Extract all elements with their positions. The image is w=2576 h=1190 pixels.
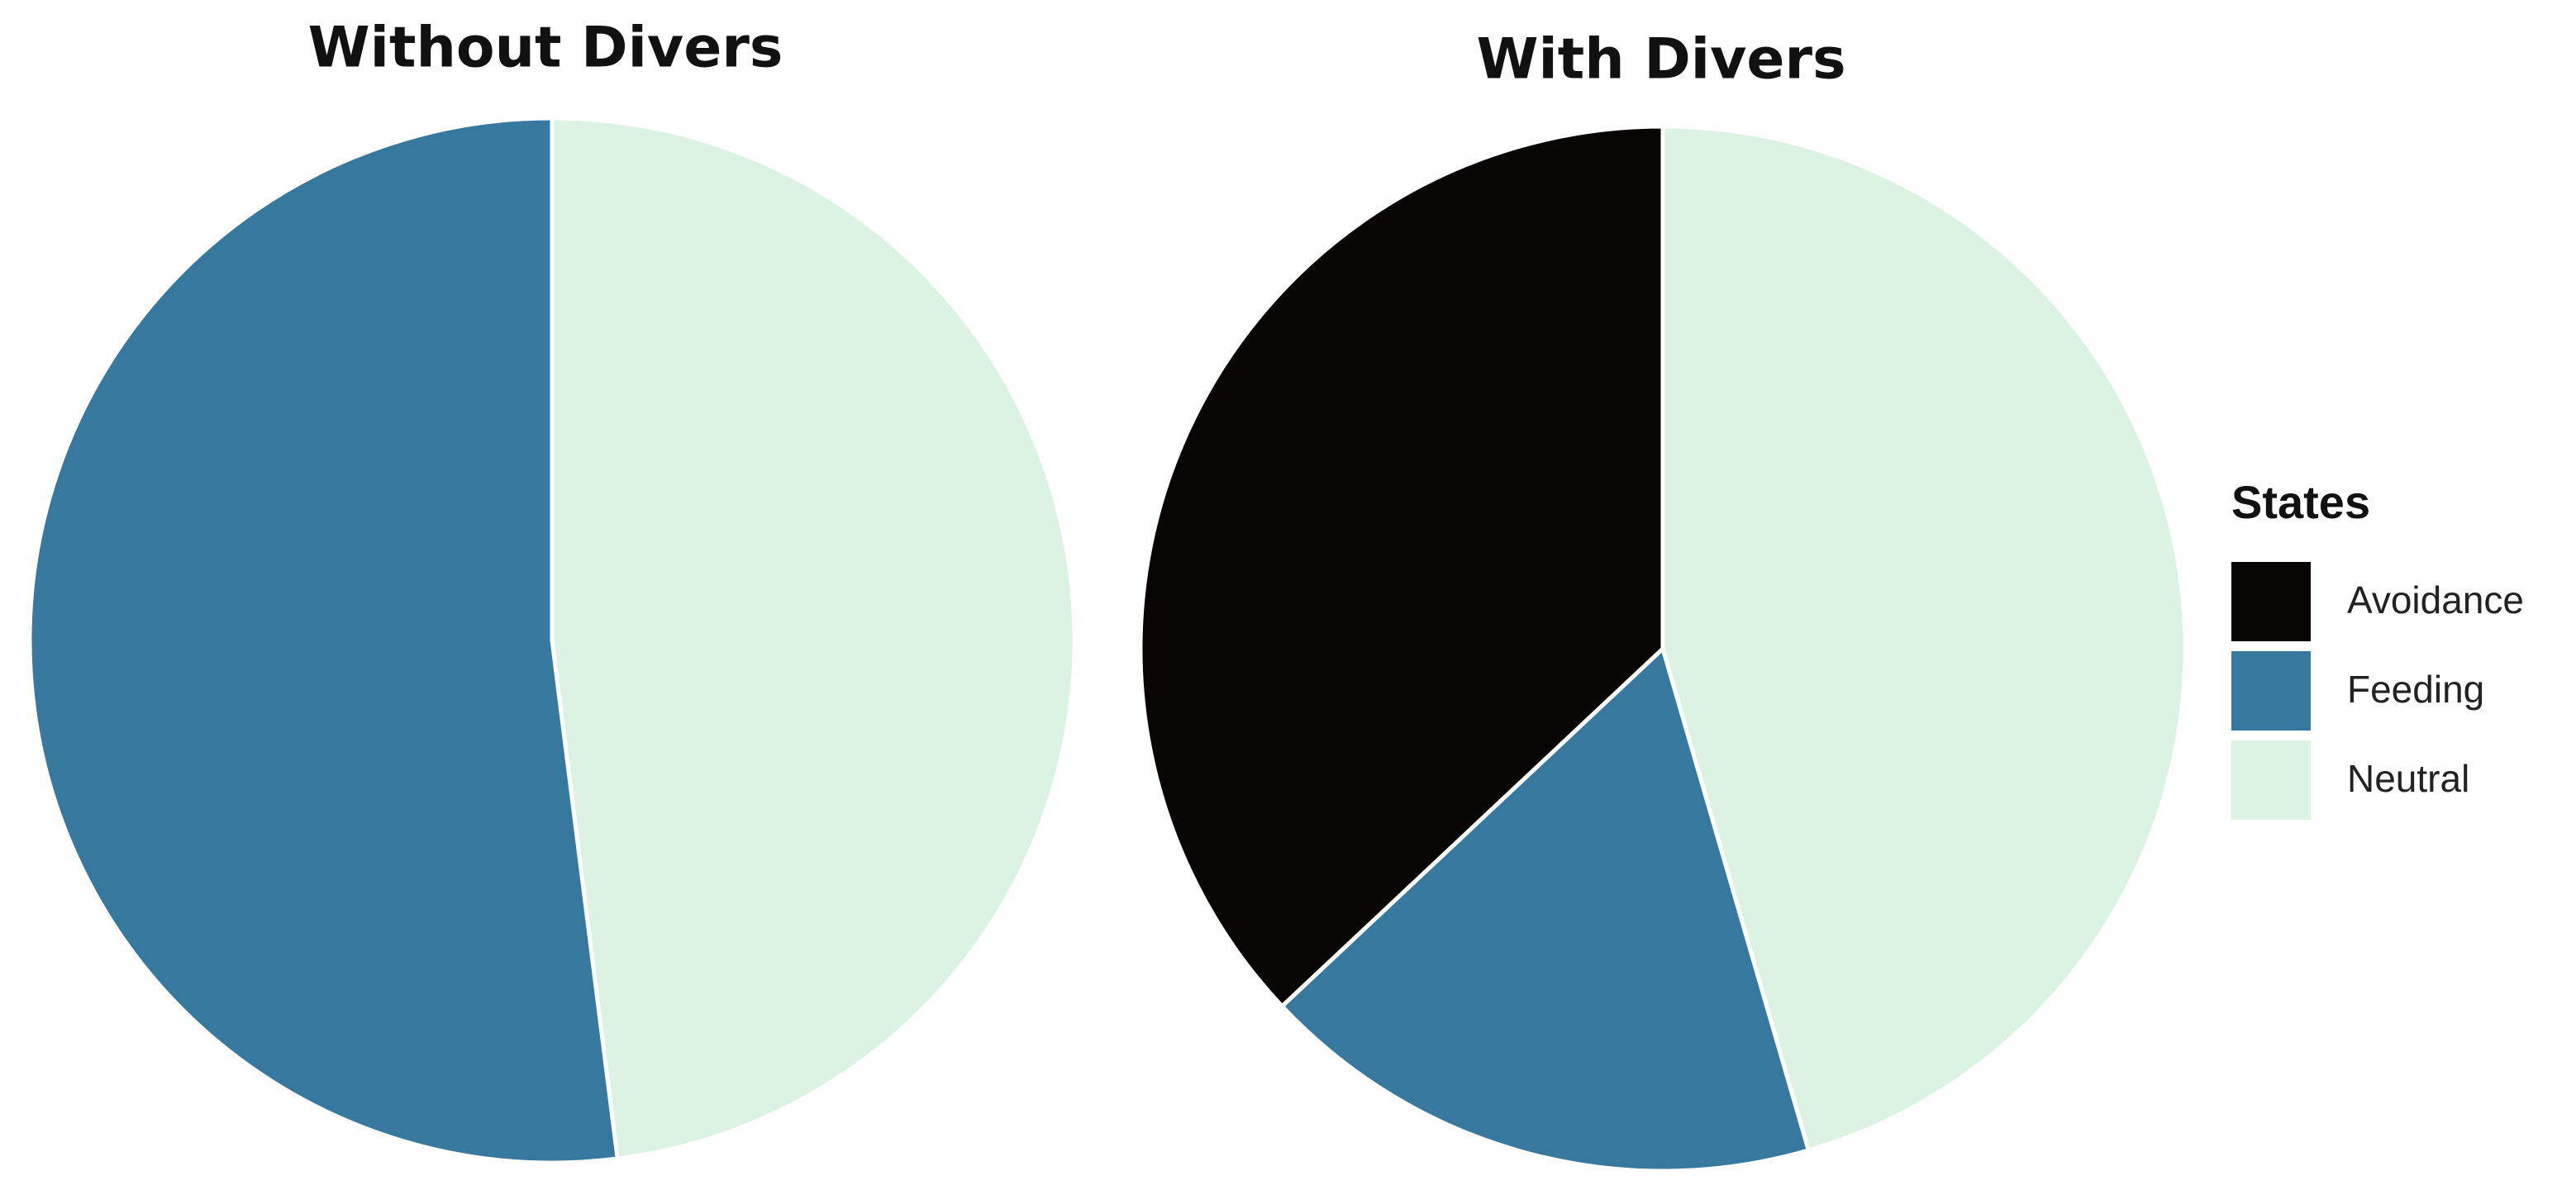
- pie-slice: [1279, 646, 1811, 1173]
- legend-label: Avoidance: [2347, 578, 2524, 621]
- pie-slice: [1660, 124, 2188, 1153]
- legend-swatch: [2231, 562, 2311, 641]
- legend-label: Feeding: [2347, 668, 2484, 711]
- pie-slice: [1138, 124, 1665, 1009]
- pie-slice: [27, 116, 620, 1165]
- legend-title: States: [2231, 476, 2370, 528]
- chart-title: With Divers: [1476, 27, 1845, 93]
- legend-swatch: [2231, 740, 2311, 820]
- legend-swatch: [2231, 651, 2311, 731]
- legend-label: Neutral: [2347, 757, 2469, 800]
- pie-slice: [550, 116, 1077, 1161]
- chart-title: Without Divers: [308, 16, 783, 81]
